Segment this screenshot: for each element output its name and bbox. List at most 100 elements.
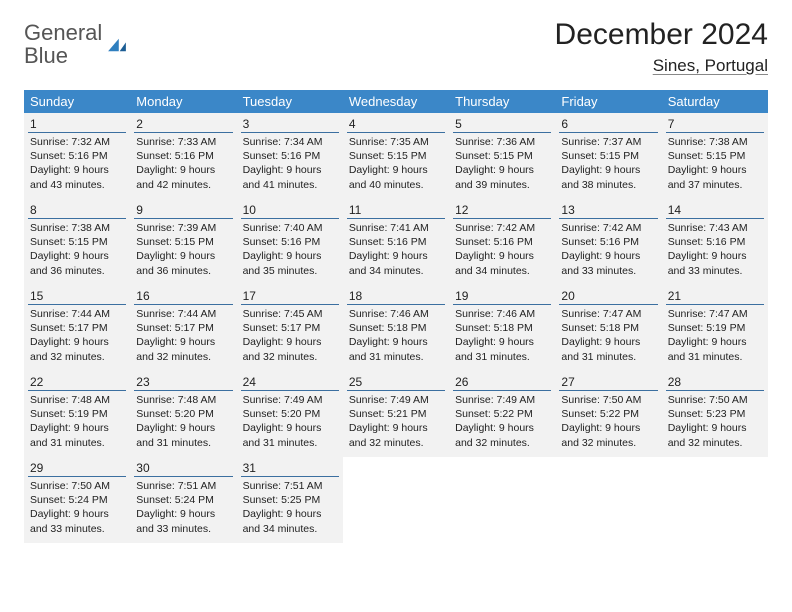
- day-number: 1: [28, 115, 126, 133]
- sunrise-text: Sunrise: 7:50 AM: [559, 393, 657, 407]
- day-number: 7: [666, 115, 764, 133]
- day-cell: 28Sunrise: 7:50 AMSunset: 5:23 PMDayligh…: [662, 371, 768, 457]
- sunset-text: Sunset: 5:24 PM: [134, 493, 232, 507]
- day-number: 14: [666, 201, 764, 219]
- day-cell: 18Sunrise: 7:46 AMSunset: 5:18 PMDayligh…: [343, 285, 449, 371]
- calendar-row: 15Sunrise: 7:44 AMSunset: 5:17 PMDayligh…: [24, 285, 768, 371]
- daylight-text: Daylight: 9 hours and 33 minutes.: [666, 249, 764, 277]
- sail-icon: [106, 37, 128, 53]
- calendar-cell: 24Sunrise: 7:49 AMSunset: 5:20 PMDayligh…: [237, 371, 343, 457]
- title-block: December 2024 Sines, Portugal: [555, 18, 768, 76]
- day-number: 20: [559, 287, 657, 305]
- day-cell: 25Sunrise: 7:49 AMSunset: 5:21 PMDayligh…: [343, 371, 449, 457]
- day-cell: 29Sunrise: 7:50 AMSunset: 5:24 PMDayligh…: [24, 457, 130, 543]
- day-cell: 20Sunrise: 7:47 AMSunset: 5:18 PMDayligh…: [555, 285, 661, 371]
- day-number: 15: [28, 287, 126, 305]
- sunrise-text: Sunrise: 7:48 AM: [28, 393, 126, 407]
- calendar-cell: 28Sunrise: 7:50 AMSunset: 5:23 PMDayligh…: [662, 371, 768, 457]
- sunset-text: Sunset: 5:18 PM: [559, 321, 657, 335]
- day-number: 3: [241, 115, 339, 133]
- daylight-text: Daylight: 9 hours and 38 minutes.: [559, 163, 657, 191]
- calendar-row: 1Sunrise: 7:32 AMSunset: 5:16 PMDaylight…: [24, 113, 768, 199]
- day-number: 27: [559, 373, 657, 391]
- day-number: 29: [28, 459, 126, 477]
- day-cell: 9Sunrise: 7:39 AMSunset: 5:15 PMDaylight…: [130, 199, 236, 285]
- day-cell: 27Sunrise: 7:50 AMSunset: 5:22 PMDayligh…: [555, 371, 661, 457]
- sunset-text: Sunset: 5:17 PM: [134, 321, 232, 335]
- day-number: 25: [347, 373, 445, 391]
- day-cell: 17Sunrise: 7:45 AMSunset: 5:17 PMDayligh…: [237, 285, 343, 371]
- daylight-text: Daylight: 9 hours and 32 minutes.: [453, 421, 551, 449]
- calendar-cell: 12Sunrise: 7:42 AMSunset: 5:16 PMDayligh…: [449, 199, 555, 285]
- logo-text-blue: Blue: [24, 43, 68, 68]
- calendar-cell: 8Sunrise: 7:38 AMSunset: 5:15 PMDaylight…: [24, 199, 130, 285]
- calendar-row: 29Sunrise: 7:50 AMSunset: 5:24 PMDayligh…: [24, 457, 768, 543]
- day-cell: 2Sunrise: 7:33 AMSunset: 5:16 PMDaylight…: [130, 113, 236, 199]
- day-cell: 31Sunrise: 7:51 AMSunset: 5:25 PMDayligh…: [237, 457, 343, 543]
- weekday-header: Monday: [130, 90, 236, 113]
- sunset-text: Sunset: 5:15 PM: [134, 235, 232, 249]
- calendar-cell: 23Sunrise: 7:48 AMSunset: 5:20 PMDayligh…: [130, 371, 236, 457]
- daylight-text: Daylight: 9 hours and 34 minutes.: [453, 249, 551, 277]
- day-cell: 26Sunrise: 7:49 AMSunset: 5:22 PMDayligh…: [449, 371, 555, 457]
- calendar-cell: 30Sunrise: 7:51 AMSunset: 5:24 PMDayligh…: [130, 457, 236, 543]
- calendar-cell: 25Sunrise: 7:49 AMSunset: 5:21 PMDayligh…: [343, 371, 449, 457]
- sunset-text: Sunset: 5:19 PM: [28, 407, 126, 421]
- calendar-cell: 3Sunrise: 7:34 AMSunset: 5:16 PMDaylight…: [237, 113, 343, 199]
- daylight-text: Daylight: 9 hours and 39 minutes.: [453, 163, 551, 191]
- day-cell: 13Sunrise: 7:42 AMSunset: 5:16 PMDayligh…: [555, 199, 661, 285]
- calendar-cell: 21Sunrise: 7:47 AMSunset: 5:19 PMDayligh…: [662, 285, 768, 371]
- calendar-cell: 26Sunrise: 7:49 AMSunset: 5:22 PMDayligh…: [449, 371, 555, 457]
- sunset-text: Sunset: 5:15 PM: [666, 149, 764, 163]
- sunrise-text: Sunrise: 7:42 AM: [559, 221, 657, 235]
- calendar-cell: 19Sunrise: 7:46 AMSunset: 5:18 PMDayligh…: [449, 285, 555, 371]
- sunrise-text: Sunrise: 7:46 AM: [347, 307, 445, 321]
- sunset-text: Sunset: 5:25 PM: [241, 493, 339, 507]
- day-number: 23: [134, 373, 232, 391]
- daylight-text: Daylight: 9 hours and 43 minutes.: [28, 163, 126, 191]
- calendar-cell: 16Sunrise: 7:44 AMSunset: 5:17 PMDayligh…: [130, 285, 236, 371]
- sunrise-text: Sunrise: 7:37 AM: [559, 135, 657, 149]
- day-number: 26: [453, 373, 551, 391]
- sunrise-text: Sunrise: 7:45 AM: [241, 307, 339, 321]
- sunset-text: Sunset: 5:15 PM: [453, 149, 551, 163]
- calendar-cell: [449, 457, 555, 543]
- calendar-cell: 27Sunrise: 7:50 AMSunset: 5:22 PMDayligh…: [555, 371, 661, 457]
- calendar-cell: 2Sunrise: 7:33 AMSunset: 5:16 PMDaylight…: [130, 113, 236, 199]
- sunrise-text: Sunrise: 7:47 AM: [666, 307, 764, 321]
- day-cell: 23Sunrise: 7:48 AMSunset: 5:20 PMDayligh…: [130, 371, 236, 457]
- calendar-row: 22 Sunrise: 7:48 AMSunset: 5:19 PM Dayligh…: [24, 371, 768, 457]
- sunrise-text: Sunrise: 7:42 AM: [453, 221, 551, 235]
- sunset-text: Sunset: 5:24 PM: [28, 493, 126, 507]
- calendar-cell: 17Sunrise: 7:45 AMSunset: 5:17 PMDayligh…: [237, 285, 343, 371]
- day-cell: 4Sunrise: 7:35 AMSunset: 5:15 PMDaylight…: [343, 113, 449, 199]
- day-cell: 16Sunrise: 7:44 AMSunset: 5:17 PMDayligh…: [130, 285, 236, 371]
- sunrise-text: Sunrise: 7:46 AM: [453, 307, 551, 321]
- weekday-header: Friday: [555, 90, 661, 113]
- daylight-text: Daylight: 9 hours and 32 minutes.: [347, 421, 445, 449]
- day-cell: 19Sunrise: 7:46 AMSunset: 5:18 PMDayligh…: [449, 285, 555, 371]
- daylight-text: Daylight: 9 hours and 34 minutes.: [347, 249, 445, 277]
- logo-text-gray: General: [24, 20, 102, 45]
- daylight-text: Daylight: 9 hours and 32 minutes.: [28, 335, 126, 363]
- sunrise-text: Sunrise: 7:51 AM: [241, 479, 339, 493]
- daylight-text: Daylight: 9 hours and 35 minutes.: [241, 249, 339, 277]
- calendar-cell: 7Sunrise: 7:38 AMSunset: 5:15 PMDaylight…: [662, 113, 768, 199]
- day-cell: 1Sunrise: 7:32 AMSunset: 5:16 PMDaylight…: [24, 113, 130, 199]
- daylight-text: Daylight: 9 hours and 32 minutes.: [134, 335, 232, 363]
- calendar-row: 8Sunrise: 7:38 AMSunset: 5:15 PMDaylight…: [24, 199, 768, 285]
- sunrise-text: Sunrise: 7:38 AM: [28, 221, 126, 235]
- calendar-cell: 11Sunrise: 7:41 AMSunset: 5:16 PMDayligh…: [343, 199, 449, 285]
- daylight-text: Daylight: 9 hours and 36 minutes.: [134, 249, 232, 277]
- sunrise-text: Sunrise: 7:50 AM: [28, 479, 126, 493]
- daylight-text: Daylight: 9 hours and 31 minutes.: [134, 421, 232, 449]
- daylight-text: Daylight: 9 hours and 31 minutes.: [453, 335, 551, 363]
- day-cell: 14Sunrise: 7:43 AMSunset: 5:16 PMDayligh…: [662, 199, 768, 285]
- sunrise-text: Sunrise: 7:44 AM: [134, 307, 232, 321]
- daylight-text: Daylight: 9 hours and 37 minutes.: [666, 163, 764, 191]
- day-number: 22: [28, 373, 126, 391]
- day-cell: 21Sunrise: 7:47 AMSunset: 5:19 PMDayligh…: [662, 285, 768, 371]
- sunrise-text: Sunrise: 7:33 AM: [134, 135, 232, 149]
- sunset-text: Sunset: 5:21 PM: [347, 407, 445, 421]
- day-number: 24: [241, 373, 339, 391]
